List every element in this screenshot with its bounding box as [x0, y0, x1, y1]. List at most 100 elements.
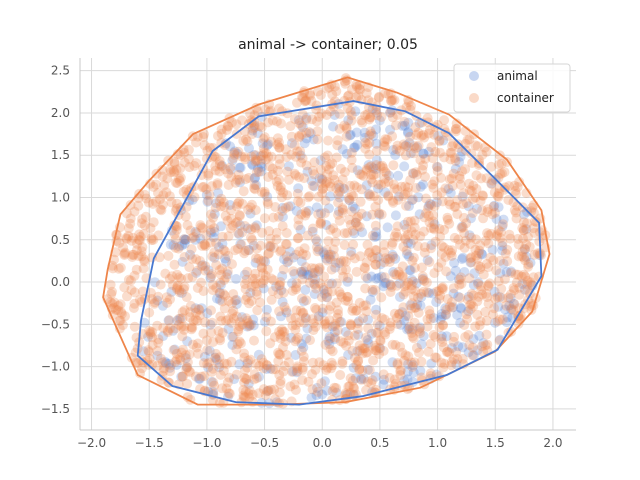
data-point: [342, 91, 353, 102]
data-point: [370, 345, 381, 356]
data-point: [243, 172, 254, 183]
data-point: [154, 252, 165, 263]
data-point: [497, 237, 508, 248]
data-point: [144, 353, 155, 364]
data-point: [341, 123, 352, 134]
data-point: [202, 345, 213, 355]
data-point: [415, 231, 426, 242]
data-point: [362, 335, 373, 345]
data-point: [292, 363, 303, 374]
data-point: [260, 270, 271, 281]
data-point: [171, 348, 182, 359]
data-point: [170, 242, 181, 253]
data-point: [346, 147, 357, 158]
data-point: [243, 245, 254, 255]
data-point: [441, 331, 452, 342]
data-point: [393, 170, 404, 181]
data-point: [354, 83, 365, 94]
data-point: [261, 359, 272, 370]
data-point: [343, 381, 354, 392]
data-point: [519, 243, 530, 254]
data-point: [211, 237, 222, 248]
data-point: [319, 319, 330, 330]
data-point: [226, 171, 237, 182]
data-point: [474, 330, 485, 341]
data-point: [162, 325, 173, 336]
data-point: [274, 326, 285, 337]
data-point: [346, 250, 356, 261]
data-point: [440, 183, 451, 194]
data-point: [198, 328, 209, 339]
data-point: [334, 186, 345, 197]
data-point: [325, 249, 336, 260]
data-point: [355, 196, 366, 207]
data-point: [259, 188, 270, 199]
data-point: [494, 314, 505, 325]
data-point: [222, 377, 233, 388]
data-point: [250, 273, 261, 284]
data-point: [309, 289, 320, 300]
data-point: [368, 355, 379, 366]
data-point: [177, 344, 188, 355]
data-point: [345, 219, 356, 230]
data-point: [264, 226, 274, 236]
data-point: [403, 117, 414, 128]
data-point: [306, 96, 317, 107]
data-point: [292, 366, 303, 377]
data-point: [349, 142, 359, 153]
data-point: [357, 343, 368, 354]
data-point: [475, 262, 486, 272]
data-point: [399, 281, 410, 292]
data-point: [191, 307, 201, 318]
data-point: [192, 315, 203, 326]
data-point: [316, 164, 326, 175]
data-point: [313, 191, 324, 202]
data-point: [197, 223, 208, 234]
data-point: [353, 91, 364, 102]
data-point: [466, 148, 477, 159]
data-point: [322, 362, 333, 373]
data-point: [489, 286, 500, 297]
data-point: [322, 385, 333, 396]
data-point: [387, 112, 398, 123]
data-point: [397, 261, 408, 272]
data-point: [324, 178, 335, 189]
data-point: [128, 303, 139, 313]
data-point: [351, 359, 362, 370]
data-point: [179, 234, 190, 245]
data-point: [291, 282, 302, 293]
data-point: [302, 323, 313, 334]
data-point: [261, 148, 272, 159]
data-point: [361, 164, 372, 175]
data-point: [137, 214, 148, 225]
data-point: [429, 129, 440, 140]
data-point: [455, 239, 465, 250]
data-point: [216, 124, 227, 135]
data-point: [337, 265, 348, 276]
data-point: [486, 179, 497, 189]
data-point: [518, 269, 529, 280]
data-point: [427, 288, 438, 299]
data-point: [206, 327, 217, 338]
data-point: [366, 328, 377, 339]
data-point: [274, 153, 285, 164]
data-point: [478, 338, 489, 349]
data-point: [177, 371, 188, 382]
data-point: [215, 280, 226, 290]
data-point: [297, 308, 308, 319]
data-point: [317, 174, 328, 185]
data-point: [247, 125, 258, 136]
data-point: [387, 249, 398, 260]
data-point: [240, 284, 251, 294]
data-point: [354, 297, 365, 308]
data-point: [199, 129, 209, 140]
data-point: [158, 366, 169, 377]
data-point: [312, 383, 323, 393]
data-point: [347, 84, 357, 95]
data-point: [147, 252, 157, 263]
data-point: [430, 352, 441, 363]
data-point: [371, 105, 382, 116]
data-point: [247, 129, 258, 139]
data-point: [420, 153, 431, 164]
data-point: [387, 357, 398, 368]
